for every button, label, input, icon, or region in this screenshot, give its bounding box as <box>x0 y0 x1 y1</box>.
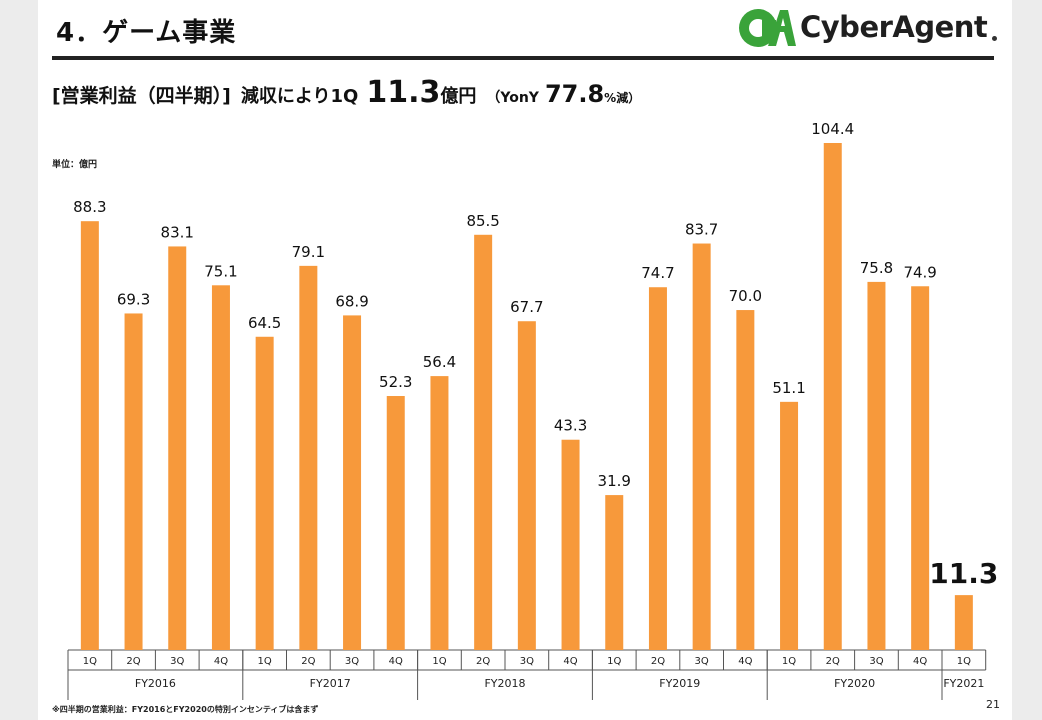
bar-value-label: 51.1 <box>772 379 805 397</box>
bar-value-label: 85.5 <box>466 212 499 230</box>
quarter-tick-label: 3Q <box>869 656 883 667</box>
bar-value-label: 69.3 <box>117 290 150 308</box>
bar <box>517 321 536 650</box>
bar-value-label: 64.5 <box>248 314 281 332</box>
quarter-tick-label: 3Q <box>520 656 534 667</box>
bar-value-label: 74.9 <box>903 263 936 281</box>
fiscal-year-label: FY2020 <box>834 677 875 690</box>
ca-logo-icon <box>739 9 796 47</box>
operating-profit-bar-chart: 88.3 1Q 69.3 2Q 83.1 3Q 75.1 4Q FY2016 64.5 1Q 79.1… <box>67 120 998 700</box>
quarter-tick-label: 3Q <box>345 656 359 667</box>
bar-value-label: 56.4 <box>423 353 456 371</box>
quarter-tick-label: 2Q <box>126 656 140 667</box>
quarter-tick-label: 1Q <box>83 656 97 667</box>
quarter-tick-label: 2Q <box>826 656 840 667</box>
page-title: 4．ゲーム事業 <box>56 18 237 48</box>
quarter-tick-label: 1Q <box>258 656 272 667</box>
quarter-tick-label: 1Q <box>432 656 446 667</box>
bar <box>255 336 274 650</box>
bar <box>823 143 842 650</box>
bar <box>954 595 973 650</box>
subtitle: [営業利益（四半期）] 減収により1Q 11.3億円 （YonY 77.8%減） <box>52 76 640 115</box>
logo-text: CyberAgent <box>800 10 988 44</box>
fiscal-year-label: FY2019 <box>659 677 700 690</box>
quarter-tick-label: 1Q <box>957 656 971 667</box>
logo-registered-mark <box>992 36 997 41</box>
fiscal-year-label: FY2021 <box>943 677 984 690</box>
quarter-tick-label: 2Q <box>651 656 665 667</box>
subtitle-value: 11.3 <box>366 75 441 110</box>
fiscal-year-label: FY2018 <box>484 677 525 690</box>
bar-value-label: 88.3 <box>73 198 106 216</box>
bar-value-label: 52.3 <box>379 373 412 391</box>
subtitle-yoy-close: %減） <box>604 91 641 105</box>
bar-value-label: 75.1 <box>204 262 237 280</box>
unit-label: 単位：億円 <box>52 160 98 170</box>
bar <box>780 401 799 650</box>
quarter-tick-label: 4Q <box>738 656 752 667</box>
bar-value-label: 43.3 <box>554 417 587 435</box>
bar <box>211 285 230 650</box>
bar <box>648 287 667 650</box>
bar <box>605 495 624 650</box>
bar <box>561 439 580 650</box>
footnote: ※四半期の営業利益：FY2016とFY2020の特別インセンティブは含まず <box>52 705 319 714</box>
bar-value-label: 67.7 <box>510 298 543 316</box>
bar-value-label: 79.1 <box>292 243 325 261</box>
bar-value-label: 75.8 <box>860 259 893 277</box>
bar-value-label: 70.0 <box>729 287 762 305</box>
bar-value-label: 83.7 <box>685 221 718 239</box>
bar <box>168 246 187 651</box>
quarter-tick-label: 2Q <box>476 656 490 667</box>
subtitle-section: [営業利益（四半期）] <box>52 85 231 107</box>
quarter-tick-label: 2Q <box>301 656 315 667</box>
page-number: 21 <box>986 698 1000 711</box>
quarter-tick-label: 4Q <box>913 656 927 667</box>
subtitle-text: 減収により1Q <box>240 86 359 107</box>
subtitle-yoy-open: （YonY <box>486 90 539 106</box>
bar-value-label: 74.7 <box>641 264 674 282</box>
bar <box>386 396 405 650</box>
bar <box>80 221 99 651</box>
bar-value-label: 104.4 <box>811 120 854 138</box>
bar-value-label: 31.9 <box>598 472 631 490</box>
bar <box>692 243 711 650</box>
bar <box>343 315 362 650</box>
fiscal-year-label: FY2016 <box>135 677 176 690</box>
bar <box>474 234 493 650</box>
bar <box>299 265 318 650</box>
subtitle-unit: 億円 <box>440 86 477 107</box>
subtitle-yoy-value: 77.8 <box>544 80 605 108</box>
quarter-tick-label: 3Q <box>695 656 709 667</box>
bar-value-label: 11.3 <box>929 557 998 590</box>
bar <box>911 286 930 650</box>
cyberagent-logo: CyberAgent <box>738 6 1008 54</box>
slide: 4．ゲーム事業 CyberAgent [営業利益（四半期）] 減収により1Q 11.… <box>38 0 1012 720</box>
header-divider <box>52 56 994 60</box>
quarter-tick-label: 4Q <box>563 656 577 667</box>
quarter-tick-label: 4Q <box>214 656 228 667</box>
bar <box>736 310 755 650</box>
bar <box>124 313 143 650</box>
bar-value-label: 68.9 <box>335 292 368 310</box>
quarter-tick-label: 3Q <box>170 656 184 667</box>
fiscal-year-label: FY2017 <box>310 677 351 690</box>
bar <box>430 376 449 650</box>
quarter-tick-label: 1Q <box>607 656 621 667</box>
quarter-tick-label: 1Q <box>782 656 796 667</box>
quarter-tick-label: 4Q <box>389 656 403 667</box>
bar-value-label: 83.1 <box>161 223 194 241</box>
bar <box>867 281 886 650</box>
